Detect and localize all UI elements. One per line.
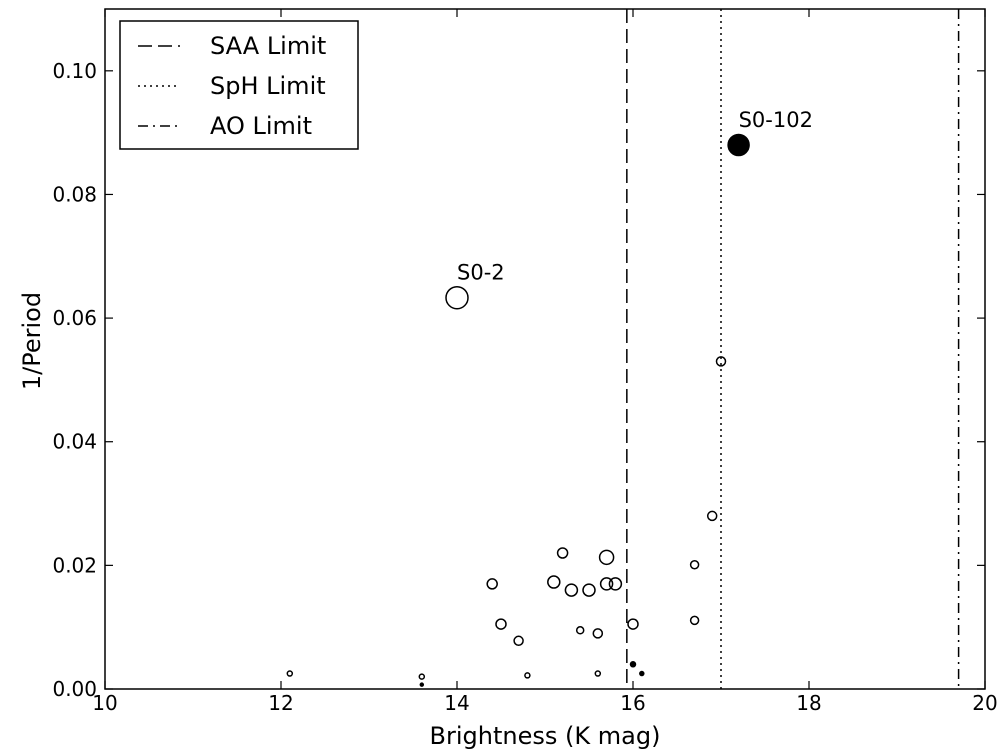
x-axis-title: Brightness (K mag) (430, 722, 661, 750)
y-tick-label: 0.04 (52, 430, 97, 454)
data-point (495, 618, 507, 630)
data-point (639, 670, 645, 677)
data-point (599, 577, 614, 591)
x-tick-label: 12 (268, 691, 293, 715)
data-point (524, 672, 531, 679)
data-point (594, 670, 602, 677)
x-tick-label: 14 (444, 691, 469, 715)
data-point (486, 578, 498, 590)
x-tick-label: 10 (92, 691, 117, 715)
data-point (706, 510, 718, 522)
data-point (629, 661, 637, 668)
point-annotation-s0-2: S0-2 (457, 261, 505, 285)
data-point (608, 577, 623, 591)
limit-lines (626, 9, 960, 689)
point-annotation-s0-102: S0-102 (739, 108, 813, 132)
data-point (689, 559, 700, 570)
y-tick-label: 0.02 (52, 553, 97, 577)
legend-box (119, 20, 359, 150)
legend-label: AO Limit (210, 112, 312, 140)
data-point (727, 133, 750, 157)
data-point (627, 618, 639, 630)
data-point (582, 583, 596, 597)
y-tick-label: 0.00 (52, 677, 97, 701)
data-point (286, 670, 294, 677)
data-point (575, 626, 585, 635)
data-point (592, 628, 604, 639)
data-point (547, 575, 561, 589)
data-point (715, 356, 727, 367)
x-tick-label: 20 (972, 691, 997, 715)
y-tick-label: 0.06 (52, 306, 97, 330)
y-tick-label: 0.08 (52, 182, 97, 206)
y-tick-label: 0.10 (52, 59, 97, 83)
x-tick-label: 18 (796, 691, 821, 715)
data-points (286, 133, 750, 687)
legend-label: SpH Limit (210, 72, 326, 100)
data-point (513, 635, 524, 647)
data-point (556, 547, 569, 559)
data-point (689, 615, 700, 626)
data-point (418, 673, 426, 680)
data-point (598, 549, 615, 566)
x-tick-label: 16 (620, 691, 645, 715)
legend-label: SAA Limit (210, 32, 326, 60)
legend: SAA Limit SpH Limit AO Limit (119, 20, 359, 150)
data-point (419, 682, 425, 687)
data-point (445, 285, 469, 310)
point-annotations: S0-2 S0-102 (457, 108, 813, 285)
plot-area-frame (104, 8, 986, 690)
data-point (564, 583, 579, 597)
y-axis-title: 1/Period (18, 292, 46, 390)
axis-ticks: 10 12 14 16 18 20 0.00 0.02 0.04 0.06 0.08 0.10 (52, 9, 998, 715)
